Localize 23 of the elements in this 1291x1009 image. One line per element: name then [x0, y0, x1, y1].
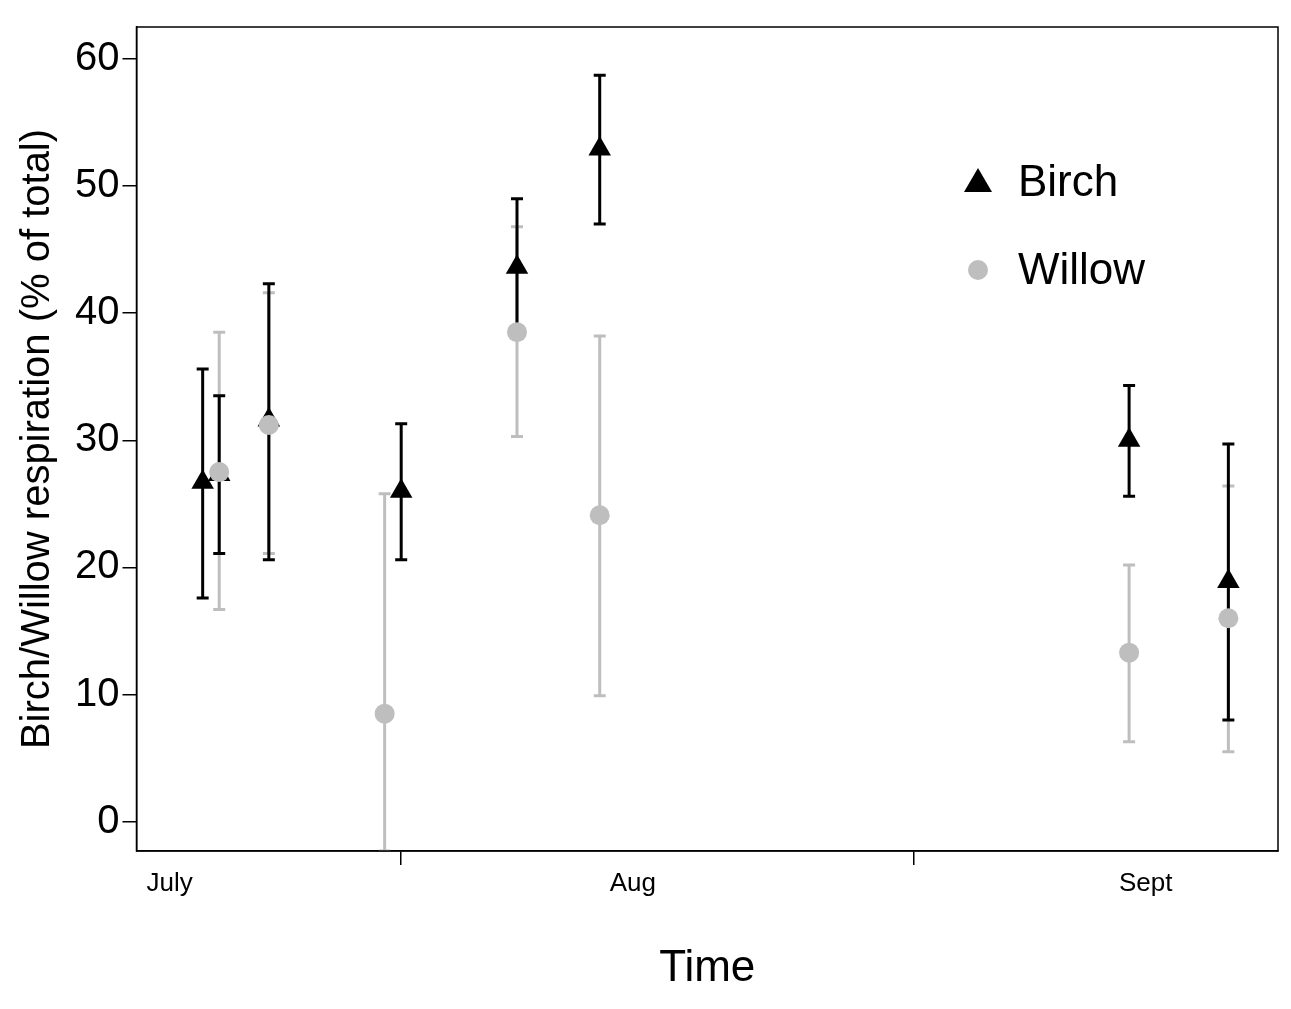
point — [589, 505, 610, 526]
x-tick-label: Aug — [609, 866, 656, 897]
y-tick-label: 60 — [74, 33, 120, 78]
legend-label: Birch — [1018, 156, 1119, 206]
point — [1117, 427, 1141, 447]
point — [588, 136, 611, 156]
legend-label: Willow — [1018, 244, 1146, 294]
x-tick-label: July — [146, 866, 193, 897]
y-axis-title: Birch/Willow respiration (% of total) — [13, 128, 58, 750]
y-tick-label: 10 — [74, 669, 120, 714]
y-tick-label: 50 — [74, 160, 120, 205]
point — [1119, 642, 1140, 663]
y-tick-label: 30 — [74, 415, 120, 460]
point — [505, 254, 529, 274]
y-tick-label: 40 — [74, 288, 120, 333]
point — [389, 478, 413, 498]
x-axis-title: Time — [659, 940, 756, 990]
point — [191, 469, 214, 489]
x-tick-label: Sept — [1118, 866, 1174, 897]
point — [374, 703, 395, 724]
y-tick-label: 0 — [97, 796, 120, 841]
point — [1218, 608, 1239, 629]
y-tick-label: 20 — [74, 542, 120, 587]
